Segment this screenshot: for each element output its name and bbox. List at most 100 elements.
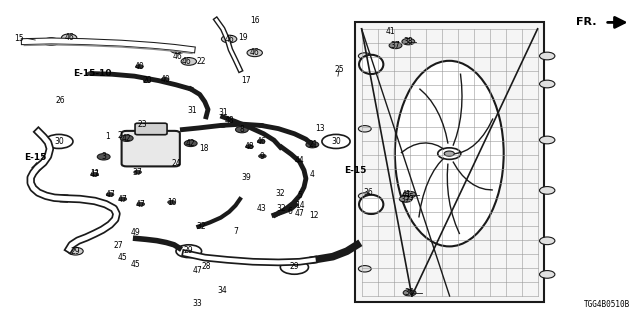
Circle shape xyxy=(219,124,227,127)
Text: 39: 39 xyxy=(241,173,252,182)
Text: E-15: E-15 xyxy=(24,153,47,162)
Circle shape xyxy=(399,196,412,202)
Text: 36: 36 xyxy=(404,288,415,297)
Circle shape xyxy=(403,290,416,296)
Circle shape xyxy=(45,134,73,148)
Text: 24: 24 xyxy=(171,159,181,168)
Circle shape xyxy=(540,52,555,60)
Text: 8: 8 xyxy=(239,125,244,134)
Ellipse shape xyxy=(359,55,383,74)
Text: E-15: E-15 xyxy=(344,166,367,175)
Circle shape xyxy=(257,124,265,127)
Text: 25: 25 xyxy=(334,65,344,74)
Text: 13: 13 xyxy=(315,124,325,133)
Text: 46: 46 xyxy=(256,137,266,146)
Text: 47: 47 xyxy=(105,190,115,199)
Text: 14: 14 xyxy=(294,201,305,210)
Text: 30: 30 xyxy=(54,137,64,146)
Text: 47: 47 xyxy=(90,170,100,179)
Text: 1: 1 xyxy=(105,132,110,140)
Text: 26: 26 xyxy=(56,96,66,105)
Circle shape xyxy=(358,193,371,199)
Text: 16: 16 xyxy=(250,16,260,25)
Text: 23: 23 xyxy=(137,120,147,129)
Text: 47: 47 xyxy=(136,200,146,209)
Text: 35: 35 xyxy=(404,193,415,202)
Text: 5: 5 xyxy=(297,191,302,200)
Text: 37: 37 xyxy=(132,168,143,177)
Ellipse shape xyxy=(359,195,383,214)
Circle shape xyxy=(358,53,371,59)
Text: 43: 43 xyxy=(256,204,266,213)
Text: 32: 32 xyxy=(196,222,207,231)
Ellipse shape xyxy=(395,61,504,246)
Text: 10: 10 xyxy=(166,198,177,207)
Circle shape xyxy=(540,80,555,88)
Text: 29: 29 xyxy=(289,262,300,271)
Text: 46: 46 xyxy=(173,52,183,61)
FancyBboxPatch shape xyxy=(122,131,180,166)
Circle shape xyxy=(540,237,555,245)
Circle shape xyxy=(44,38,59,45)
Circle shape xyxy=(403,191,416,198)
Text: 18: 18 xyxy=(199,144,208,153)
Text: 19: 19 xyxy=(238,33,248,42)
Circle shape xyxy=(322,134,350,148)
Text: 37: 37 xyxy=(401,195,411,204)
Text: 49: 49 xyxy=(131,228,141,237)
Circle shape xyxy=(168,200,175,204)
Text: 48: 48 xyxy=(224,116,234,124)
Text: 31: 31 xyxy=(187,106,197,115)
Circle shape xyxy=(91,172,99,176)
Circle shape xyxy=(402,38,415,45)
Text: 40: 40 xyxy=(160,75,170,84)
Circle shape xyxy=(184,140,197,147)
Text: 38: 38 xyxy=(403,37,413,46)
Circle shape xyxy=(181,58,196,65)
Circle shape xyxy=(236,126,248,133)
Circle shape xyxy=(161,77,169,81)
Text: 9: 9 xyxy=(260,152,265,161)
Circle shape xyxy=(134,170,141,174)
Circle shape xyxy=(170,46,186,53)
Text: 17: 17 xyxy=(241,76,252,84)
Text: 20: 20 xyxy=(142,76,152,85)
Circle shape xyxy=(280,260,308,274)
Circle shape xyxy=(540,187,555,194)
Text: 15: 15 xyxy=(14,34,24,43)
Text: 47: 47 xyxy=(294,209,305,218)
Text: 22: 22 xyxy=(197,57,206,66)
Text: 3: 3 xyxy=(101,152,106,161)
Text: 46: 46 xyxy=(64,33,74,42)
Text: 29: 29 xyxy=(70,247,81,256)
Circle shape xyxy=(540,136,555,144)
Circle shape xyxy=(247,49,262,57)
Text: 41: 41 xyxy=(385,27,396,36)
Circle shape xyxy=(68,247,83,255)
Text: TGG4B0510B: TGG4B0510B xyxy=(584,300,630,309)
Text: 46: 46 xyxy=(182,57,192,66)
Circle shape xyxy=(137,202,145,206)
Circle shape xyxy=(358,126,371,132)
Text: 40: 40 xyxy=(134,62,145,71)
Text: 45: 45 xyxy=(131,260,141,269)
Circle shape xyxy=(238,122,246,126)
Circle shape xyxy=(221,35,237,43)
Circle shape xyxy=(259,154,266,158)
Text: 33: 33 xyxy=(192,299,202,308)
Text: 12: 12 xyxy=(309,212,318,220)
Circle shape xyxy=(444,151,454,156)
Text: 47: 47 xyxy=(192,266,202,275)
Circle shape xyxy=(389,42,402,49)
Text: 42: 42 xyxy=(122,134,132,143)
Circle shape xyxy=(438,148,461,159)
Bar xyxy=(355,22,544,302)
Text: 41: 41 xyxy=(401,190,412,199)
Text: 46: 46 xyxy=(250,48,260,57)
Circle shape xyxy=(136,65,143,68)
Circle shape xyxy=(181,246,196,254)
Text: 42: 42 xyxy=(186,139,196,148)
Text: 6: 6 xyxy=(287,207,292,216)
Circle shape xyxy=(176,245,202,258)
Text: 31: 31 xyxy=(218,108,228,117)
